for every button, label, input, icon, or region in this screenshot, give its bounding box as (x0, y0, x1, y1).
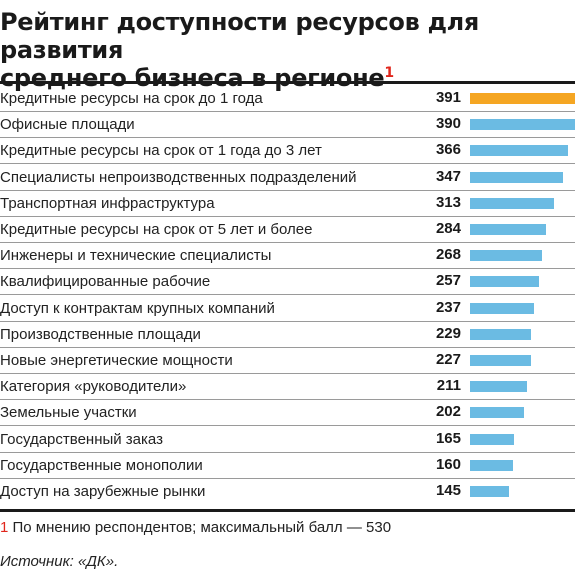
chart-row: Производственные площади 229 (0, 322, 575, 348)
value-label: 391 (435, 89, 461, 106)
row-divider (0, 399, 575, 401)
chart-row: Новые энергетические мощности 227 (0, 348, 575, 374)
chart-title-line-1: Рейтинг доступности ресурсов для развити… (0, 8, 480, 64)
chart-row: Специалисты непроизводственных подраздел… (0, 165, 575, 191)
bar (470, 486, 509, 497)
chart-row: Земельные участки 202 (0, 400, 575, 427)
category-label: Земельные участки (0, 404, 137, 422)
bar (470, 119, 575, 131)
row-divider (0, 477, 575, 479)
bar (470, 407, 525, 419)
value-label: 268 (435, 246, 461, 264)
footnote: 1 По мнению респондентов; максимальный б… (0, 519, 391, 537)
row-divider (0, 111, 575, 112)
value-label: 313 (435, 193, 461, 211)
chart-row: Кредитные ресурсы на срок до 1 года 391 (0, 86, 575, 112)
chart-title-line-2: среднего бизнеса в регионе1 (0, 64, 575, 92)
value-label: 284 (435, 220, 461, 237)
bar (470, 381, 527, 393)
value-label: 366 (435, 141, 461, 159)
value-label: 347 (435, 167, 461, 185)
row-divider (0, 189, 575, 191)
bar (470, 171, 564, 183)
bar (470, 355, 531, 366)
chart-title: Рейтинг доступности ресурсов для развити… (0, 8, 575, 92)
source-note: Источник: «ДК». (0, 553, 119, 570)
chart-row: Государственные монополии 160 (0, 453, 575, 479)
category-label: Доступ на зарубежные рынки (0, 483, 206, 500)
bar (470, 197, 555, 209)
bottom-rule (0, 509, 575, 512)
title-footnote-mark: 1 (384, 65, 394, 81)
bar (470, 302, 534, 314)
row-divider (0, 137, 575, 139)
value-label: 145 (435, 482, 461, 499)
footnote-text: По мнению респондентов; максимальный бал… (12, 519, 392, 536)
row-divider (0, 451, 575, 453)
row-divider (0, 268, 575, 270)
chart-row: Транспортная инфраструктура 313 (0, 191, 575, 217)
bar (470, 145, 569, 157)
value-label: 165 (435, 429, 461, 447)
chart-row: Кредитные ресурсы на срок от 5 лет и бол… (0, 217, 575, 243)
category-label: Государственный заказ (0, 430, 163, 448)
chart-row: Государственный заказ 165 (0, 427, 575, 453)
row-divider (0, 425, 575, 427)
category-label: Государственные монополии (0, 456, 203, 474)
category-label: Кредитные ресурсы на срок до 1 года (0, 90, 263, 107)
chart-row: Офисные площади 390 (0, 112, 575, 139)
bar (470, 328, 532, 340)
value-label: 257 (435, 272, 461, 290)
row-divider (0, 346, 575, 348)
row-divider (0, 294, 575, 296)
bar (470, 459, 513, 471)
category-label: Инженеры и технические специалисты (0, 247, 272, 265)
row-divider (0, 320, 575, 322)
value-label: 211 (436, 377, 461, 395)
value-label: 202 (435, 403, 461, 421)
row-divider (0, 242, 575, 243)
value-label: 227 (435, 351, 461, 368)
row-divider (0, 163, 575, 165)
row-divider (0, 373, 575, 374)
bar (470, 250, 542, 262)
category-label: Квалифицированные рабочие (0, 273, 211, 291)
footnote-number: 1 (0, 519, 9, 536)
value-label: 237 (435, 298, 461, 316)
chart-row: Инженеры и технические специалисты 268 (0, 243, 575, 270)
category-label: Кредитные ресурсы на срок от 1 года до 3… (0, 142, 322, 160)
value-label: 229 (435, 324, 461, 342)
chart-row: Категория «руководители» 211 (0, 374, 575, 401)
category-label: Новые энергетические мощности (0, 352, 233, 369)
chart-row: Кредитные ресурсы на срок от 1 года до 3… (0, 138, 575, 165)
category-label: Транспортная инфраструктура (0, 194, 215, 212)
top-rule (0, 81, 575, 84)
row-divider (0, 215, 575, 217)
category-label: Специалисты непроизводственных подраздел… (0, 168, 357, 186)
chart-title-line-2-text: среднего бизнеса в регионе (0, 64, 385, 92)
chart-row: Доступ на зарубежные рынки 145 (0, 479, 575, 505)
category-label: Офисные площади (0, 116, 135, 134)
value-label: 390 (435, 115, 461, 133)
bar (470, 276, 539, 288)
bar (470, 93, 575, 104)
bar (470, 224, 547, 235)
category-label: Производственные площади (0, 325, 201, 343)
chart-row: Доступ к контрактам крупных компаний 237 (0, 296, 575, 322)
chart-row: Квалифицированные рабочие 257 (0, 269, 575, 296)
category-label: Кредитные ресурсы на срок от 5 лет и бол… (0, 221, 313, 238)
value-label: 160 (435, 455, 461, 473)
category-label: Доступ к контрактам крупных компаний (0, 299, 275, 317)
category-label: Категория «руководители» (0, 378, 187, 396)
bar (470, 433, 515, 445)
